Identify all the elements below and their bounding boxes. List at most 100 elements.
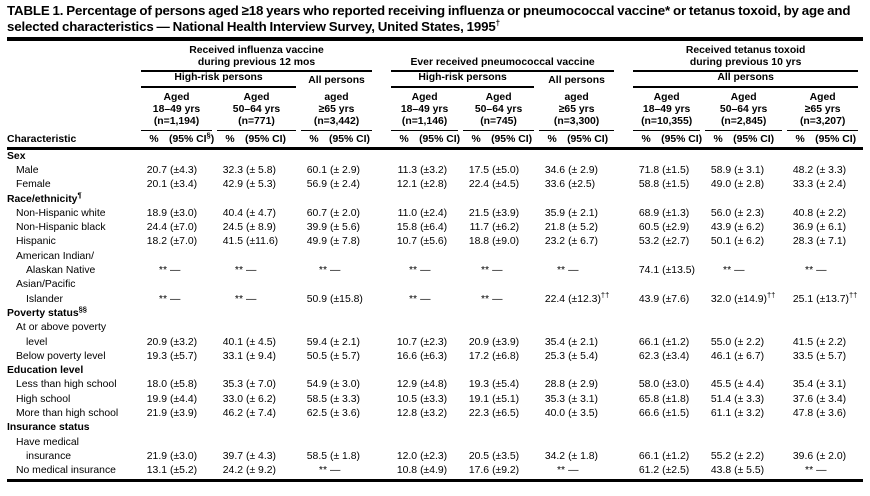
pct-cell: 33.3 bbox=[792, 179, 814, 191]
ci-cell: (± 3.6) bbox=[816, 408, 847, 420]
ci-cell: (±5.6) bbox=[420, 236, 448, 248]
pct-cell: 35.3 bbox=[544, 393, 566, 405]
pct-cell bbox=[705, 250, 731, 264]
ci-cell: (± 2.1) bbox=[568, 207, 599, 219]
pct-cell bbox=[463, 421, 489, 435]
age-column-underline: Aged 18–49 yrs (n=1,146) bbox=[391, 92, 459, 131]
ci-header: (95% CI) bbox=[243, 130, 301, 150]
row-label: American Indian/ bbox=[16, 250, 94, 262]
gap-cell bbox=[377, 421, 391, 435]
ci-cell bbox=[565, 250, 619, 264]
pct-cell: 18.2 bbox=[146, 236, 167, 248]
pct-cell bbox=[539, 148, 565, 164]
title-footnote-marker: † bbox=[495, 18, 500, 28]
age-column-line: Aged bbox=[485, 91, 512, 103]
percent-header: % bbox=[391, 130, 418, 150]
row-label: Female bbox=[16, 179, 51, 191]
age-column-underline: Aged 18–49 yrs (n=10,355) bbox=[633, 92, 701, 131]
pct-cell: 11.7 bbox=[469, 222, 490, 234]
pct-cell: 20.7 bbox=[146, 165, 167, 176]
pct-cell bbox=[217, 148, 243, 164]
ci-cell bbox=[167, 307, 217, 321]
ci-cell: (±6.2) bbox=[492, 222, 520, 234]
pct-cell: 20.5 bbox=[468, 450, 490, 462]
gap-cell bbox=[619, 378, 633, 392]
ci-cell bbox=[243, 193, 301, 207]
ci-cell: (± 5.5) bbox=[731, 464, 788, 482]
pct-cell bbox=[391, 307, 417, 321]
ci-cell: (±3.2) bbox=[420, 408, 448, 420]
ci-cell bbox=[243, 321, 301, 335]
ci-cell bbox=[489, 436, 539, 450]
pct-cell bbox=[217, 321, 243, 335]
gap-cell bbox=[619, 221, 633, 235]
pct-cell: 43.9 bbox=[710, 222, 732, 234]
ci-cell bbox=[731, 321, 787, 335]
ci-cell: (±4.5) bbox=[492, 179, 520, 191]
ci-cell bbox=[167, 321, 217, 335]
row-label: Poverty status§§ bbox=[7, 304, 87, 319]
pct-cell bbox=[787, 278, 813, 292]
ci-cell: (± 5.4) bbox=[568, 350, 599, 362]
pct-cell bbox=[301, 321, 327, 335]
pct-cell: 40.4 bbox=[222, 207, 243, 219]
age-column-header: Aged 18–49 yrs (n=1,146) bbox=[391, 88, 463, 131]
ci-cell bbox=[731, 436, 787, 450]
ci-cell: (± 6.7) bbox=[734, 350, 765, 362]
pct-cell bbox=[633, 364, 659, 378]
pct-cell: 17.6 bbox=[463, 464, 490, 482]
table-title: TABLE 1. Percentage of persons aged ≥18 … bbox=[7, 3, 863, 35]
ci-cell bbox=[417, 307, 463, 321]
pct-cell: 43.9 bbox=[638, 293, 660, 305]
pct-cell: 41.5 bbox=[792, 336, 814, 348]
pct-cell: 33.6 bbox=[544, 179, 566, 191]
gap-cell bbox=[377, 307, 391, 321]
pct-cell: 25.3 bbox=[544, 350, 566, 362]
pct-cell: 28.8 bbox=[544, 379, 566, 391]
header-spacer bbox=[7, 43, 141, 72]
percent-header: % bbox=[301, 130, 327, 150]
pct-cell: 61.1 bbox=[710, 408, 732, 420]
ci-cell: (± 5.7) bbox=[816, 350, 847, 362]
gap-cell bbox=[377, 364, 391, 378]
pct-cell: 19.3 bbox=[468, 379, 490, 391]
ci-cell bbox=[489, 148, 539, 164]
ci-header: (95% CI) bbox=[731, 130, 788, 150]
ci-cell bbox=[417, 193, 463, 207]
ci-cell: (± 6.7) bbox=[568, 236, 599, 248]
pct-cell: 33.0 bbox=[222, 393, 243, 405]
age-column-line: (n=745) bbox=[480, 116, 517, 128]
ci-cell bbox=[565, 436, 619, 450]
pct-cell: 41.5 bbox=[222, 236, 243, 248]
gap-cell bbox=[619, 264, 633, 278]
table-row: Islander ** — ** —50.9 (±15.8) ** — ** —22.4 (±12.… bbox=[7, 291, 863, 307]
pct-cell bbox=[633, 436, 659, 450]
pct-cell bbox=[787, 364, 813, 378]
age-column-line: 18–49 yrs bbox=[642, 104, 691, 116]
ci-cell: (± 2.0) bbox=[330, 207, 360, 219]
ci-cell: — bbox=[568, 265, 579, 277]
ci-cell bbox=[167, 436, 217, 450]
pct-cell: 16.6 bbox=[396, 350, 418, 362]
pct-cell: 32.3 bbox=[222, 165, 243, 176]
ci-cell: (± 2.1) bbox=[568, 336, 599, 348]
pct-cell bbox=[391, 278, 417, 292]
pct-cell: 13.1 bbox=[141, 464, 167, 482]
ci-cell: (± 3.4) bbox=[816, 393, 847, 405]
group-header-label: Received tetanus toxoid bbox=[685, 44, 806, 56]
ci-cell: (± 3.0) bbox=[330, 379, 360, 391]
ci-cell: (± 3.5) bbox=[568, 408, 599, 420]
pct-cell bbox=[301, 364, 327, 378]
ci-cell bbox=[813, 321, 863, 335]
ci-cell bbox=[565, 364, 619, 378]
pct-cell: 39.7 bbox=[222, 450, 243, 462]
ci-cell bbox=[167, 364, 217, 378]
table-row: insurance 21.9 (±3.0) 39.7 (± 4.3) 58.5 (± 1.8… bbox=[7, 450, 863, 464]
pct-cell bbox=[539, 278, 565, 292]
ci-cell bbox=[659, 364, 705, 378]
ci-cell: (± 3.1) bbox=[816, 379, 847, 391]
age-column-line: (n=3,300) bbox=[553, 116, 600, 128]
ci-cell: (± 2.0) bbox=[816, 450, 847, 462]
pct-cell: 12.1 bbox=[396, 179, 418, 191]
ci-cell: (±9.2) bbox=[489, 464, 540, 482]
